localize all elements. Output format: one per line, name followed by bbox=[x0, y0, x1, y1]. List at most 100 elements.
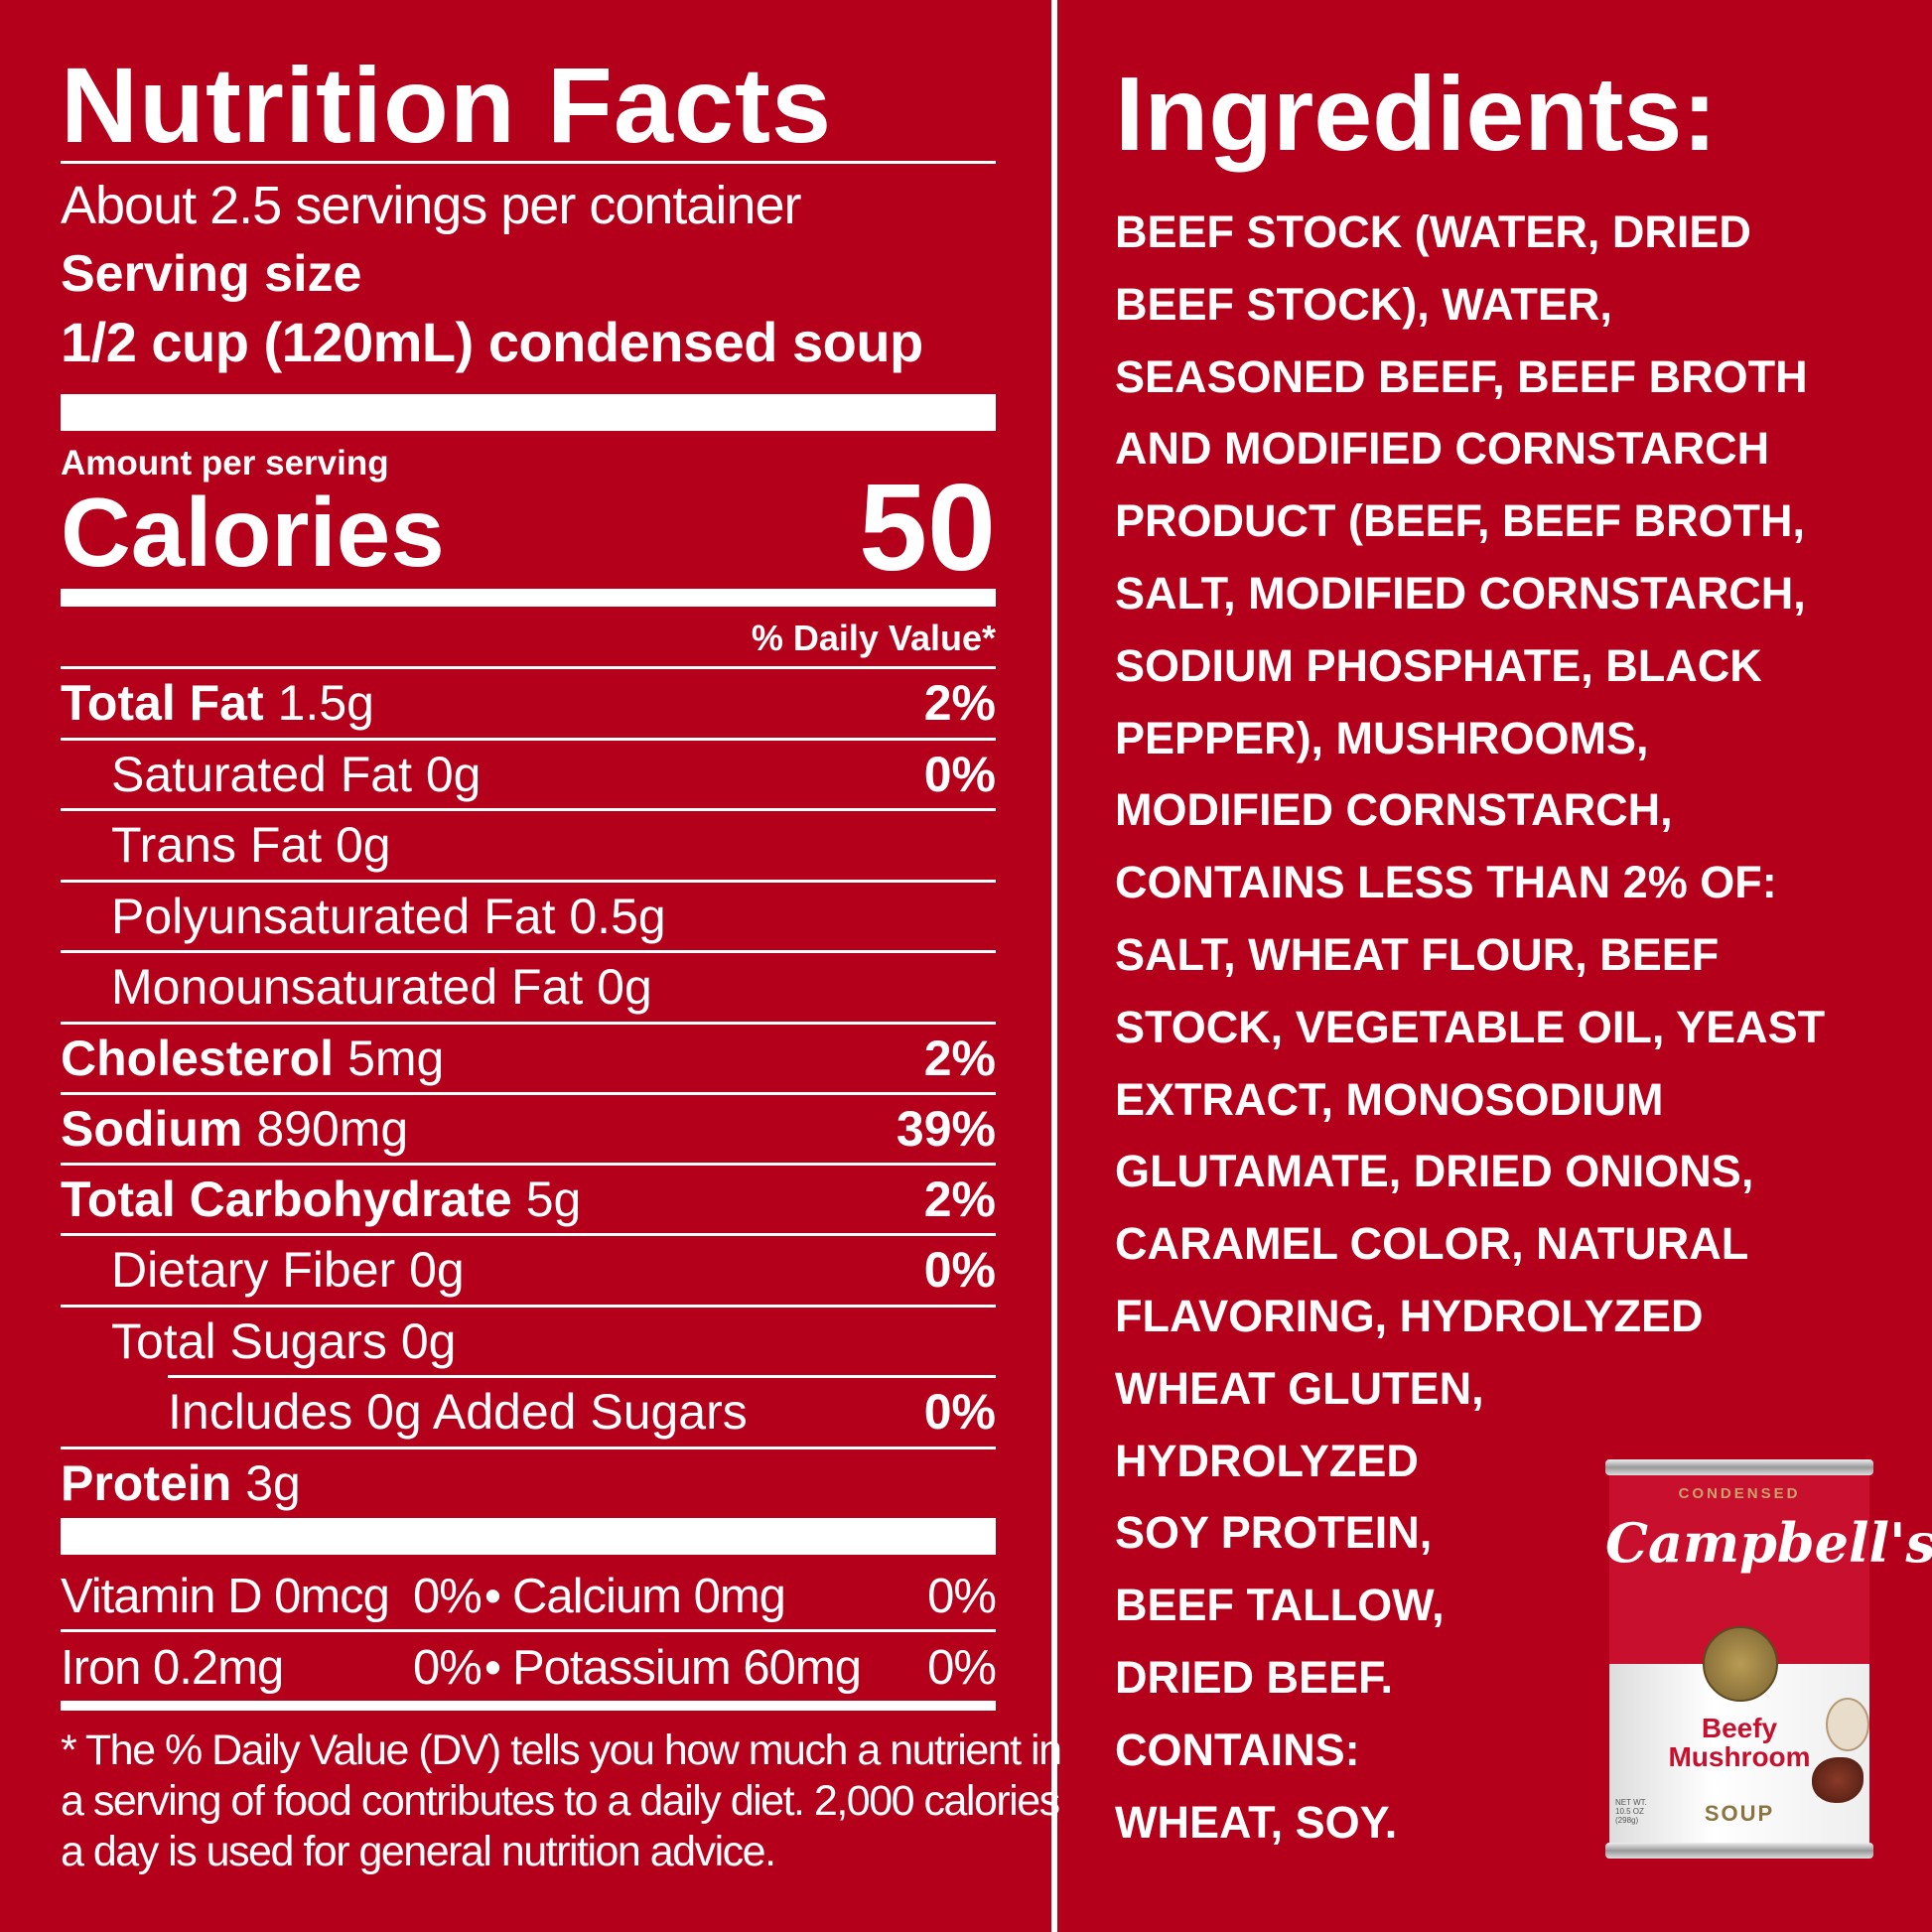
nutrient-amount: Includes 0g Added Sugars bbox=[168, 1384, 748, 1440]
ingredient-line: AND MODIFIED CORNSTARCH bbox=[1115, 423, 1770, 475]
serving-size-value: 1/2 cup (120mL) condensed soup bbox=[61, 311, 923, 373]
ingredient-line: SOY PROTEIN, bbox=[1115, 1507, 1433, 1559]
nutrient-amount: 5g bbox=[525, 1172, 582, 1227]
nutrient-row-total-carbohydrate: Total Carbohydrate 5g 2% bbox=[61, 1163, 996, 1233]
nutrient-row-trans-fat: Trans Fat 0g bbox=[61, 808, 996, 879]
ingredient-line: SODIUM PHOSPHATE, BLACK bbox=[1115, 639, 1762, 691]
ingredient-line: CONTAINS LESS THAN 2% OF: bbox=[1115, 857, 1777, 908]
ingredient-line: PEPPER), MUSHROOMS, bbox=[1115, 712, 1649, 763]
nutrient-row-protein: Protein 3g bbox=[61, 1447, 996, 1517]
nutrition-facts-panel: Nutrition Facts About 2.5 servings per c… bbox=[61, 0, 1062, 1932]
nutrient-amount: 5mg bbox=[347, 1031, 445, 1086]
nutrient-name: Sodium bbox=[61, 1101, 243, 1157]
calories-value: 50 bbox=[859, 460, 996, 597]
thick-bar bbox=[61, 394, 996, 431]
ingredient-line: STOCK, VEGETABLE OIL, YEAST bbox=[1115, 1001, 1826, 1052]
product-can-image: CONDENSED Campbell's Beefy Mushroom NET … bbox=[1605, 1459, 1932, 1861]
ingredient-line: WHEAT GLUTEN, bbox=[1115, 1362, 1484, 1414]
potassium-dv: 0% bbox=[927, 1640, 997, 1695]
nutrient-row-sodium: Sodium 890mg 39% bbox=[61, 1092, 996, 1163]
nutrient-dv: 2% bbox=[923, 675, 996, 731]
nutrient-row-saturated-fat: Saturated Fat 0g 0% bbox=[61, 738, 996, 808]
nutrient-row-monounsaturated-fat: Monounsaturated Fat 0g bbox=[61, 950, 996, 1021]
variety-line: Mushroom bbox=[1668, 1741, 1811, 1773]
bullet: • bbox=[483, 1640, 501, 1695]
ingredient-line: MODIFIED CORNSTARCH, bbox=[1115, 784, 1673, 836]
footnote-line: a day is used for general nutrition advi… bbox=[61, 1828, 776, 1875]
vitamin-d: Vitamin D 0mcg bbox=[61, 1569, 390, 1623]
nutrient-dv: 0% bbox=[923, 1242, 996, 1298]
nutrient-name: Total Fat bbox=[61, 675, 264, 731]
amount-per-serving: Amount per serving bbox=[61, 444, 389, 483]
calcium: Calcium 0mg bbox=[512, 1569, 786, 1623]
ingredient-line: SALT, WHEAT FLOUR, BEEF bbox=[1115, 929, 1720, 980]
ingredient-line: BEEF STOCK (WATER, DRIED bbox=[1115, 207, 1751, 257]
net-weight: NET WT. 10.5 OZ (298g) bbox=[1615, 1798, 1647, 1825]
vitamin-d-dv: 0% bbox=[413, 1569, 483, 1623]
panel-divider bbox=[1051, 0, 1057, 1932]
ingredient-line: SALT, MODIFIED CORNSTARCH, bbox=[1115, 568, 1806, 619]
bullet: • bbox=[483, 1569, 501, 1623]
ingredient-line: CONTAINS: bbox=[1115, 1724, 1360, 1775]
servings-per-container: About 2.5 servings per container bbox=[61, 176, 801, 235]
can-rim-bottom bbox=[1605, 1843, 1873, 1859]
medium-bar bbox=[61, 1701, 996, 1711]
ingredient-line: FLAVORING, HYDROLYZED bbox=[1115, 1291, 1704, 1341]
vitamin-row: Vitamin D 0mcg 0% • Calcium 0mg 0% bbox=[61, 1561, 997, 1631]
thick-bar bbox=[61, 1518, 996, 1555]
nutrient-amount: 890mg bbox=[256, 1101, 409, 1157]
calories-label: Calories bbox=[61, 478, 445, 587]
nutrient-row-dietary-fiber: Dietary Fiber 0g 0% bbox=[61, 1233, 996, 1304]
brand-logo: Campbell's bbox=[1605, 1511, 1932, 1575]
footnote-line: * The % Daily Value (DV) tells you how m… bbox=[61, 1726, 1062, 1774]
nutrient-amount: 1.5g bbox=[277, 675, 374, 731]
divider-line bbox=[61, 1629, 996, 1632]
divider-line bbox=[61, 161, 996, 164]
can-rim-top bbox=[1605, 1459, 1873, 1475]
beef-icon bbox=[1812, 1757, 1863, 1803]
can-variety: Beefy Mushroom bbox=[1605, 1714, 1873, 1772]
nutrient-dv: 2% bbox=[923, 1172, 996, 1227]
nutrient-row-cholesterol: Cholesterol 5mg 2% bbox=[61, 1022, 996, 1092]
ingredient-line: BEEF TALLOW, bbox=[1115, 1580, 1445, 1631]
nutrient-amount: Trans Fat 0g bbox=[111, 817, 391, 873]
nutrient-dv: 0% bbox=[923, 747, 996, 802]
can-soup-text: SOUP bbox=[1704, 1801, 1775, 1826]
potassium: Potassium 60mg bbox=[512, 1640, 862, 1695]
ingredient-line: PRODUCT (BEEF, BEEF BROTH, bbox=[1115, 495, 1806, 547]
iron: Iron 0.2mg bbox=[61, 1640, 284, 1695]
ingredient-line: CARAMEL COLOR, NATURAL bbox=[1115, 1218, 1749, 1270]
thick-bar bbox=[61, 589, 996, 607]
nutrition-facts-title: Nutrition Facts bbox=[61, 45, 833, 165]
nutrient-row-total-sugars: Total Sugars 0g bbox=[61, 1305, 996, 1375]
ingredients-title: Ingredients: bbox=[1115, 56, 1718, 173]
nutrient-row-total-fat: Total Fat 1.5g 2% bbox=[61, 666, 996, 737]
daily-value-header: % Daily Value* bbox=[751, 618, 996, 658]
nutrient-amount: Dietary Fiber 0g bbox=[111, 1242, 465, 1298]
nutrient-row-polyunsaturated-fat: Polyunsaturated Fat 0.5g bbox=[61, 880, 996, 950]
medal-icon bbox=[1703, 1626, 1778, 1702]
ingredient-line: BEEF STOCK), WATER, bbox=[1115, 278, 1612, 330]
nutrient-amount: Monounsaturated Fat 0g bbox=[111, 959, 652, 1015]
can-condensed-text: CONDENSED bbox=[1678, 1485, 1801, 1502]
nutrient-amount: 3g bbox=[245, 1455, 301, 1511]
nutrient-amount: Saturated Fat 0g bbox=[111, 747, 482, 802]
nutrient-amount: Total Sugars 0g bbox=[111, 1313, 457, 1369]
nutrient-amount: Polyunsaturated Fat 0.5g bbox=[111, 889, 666, 944]
ingredient-line: EXTRACT, MONOSODIUM bbox=[1115, 1073, 1664, 1125]
nutrient-name: Total Carbohydrate bbox=[61, 1172, 512, 1227]
ingredient-line: GLUTAMATE, DRIED ONIONS, bbox=[1115, 1146, 1754, 1197]
ingredient-line: DRIED BEEF. bbox=[1115, 1652, 1394, 1703]
nutrient-name: Protein bbox=[61, 1455, 232, 1511]
iron-dv: 0% bbox=[413, 1640, 483, 1695]
nutrient-dv: 0% bbox=[923, 1384, 996, 1440]
nutrient-dv: 2% bbox=[923, 1031, 996, 1086]
nutrient-row-added-sugars: Includes 0g Added Sugars 0% bbox=[168, 1375, 996, 1446]
serving-size-label: Serving size bbox=[61, 245, 362, 303]
footnote-line: a serving of food contributes to a daily… bbox=[61, 1777, 1060, 1825]
mushroom-icon bbox=[1826, 1698, 1869, 1751]
nutrient-name: Cholesterol bbox=[61, 1031, 335, 1086]
ingredient-line: HYDROLYZED bbox=[1115, 1435, 1419, 1486]
ingredient-line: SEASONED BEEF, BEEF BROTH bbox=[1115, 350, 1808, 402]
calcium-dv: 0% bbox=[927, 1569, 997, 1623]
